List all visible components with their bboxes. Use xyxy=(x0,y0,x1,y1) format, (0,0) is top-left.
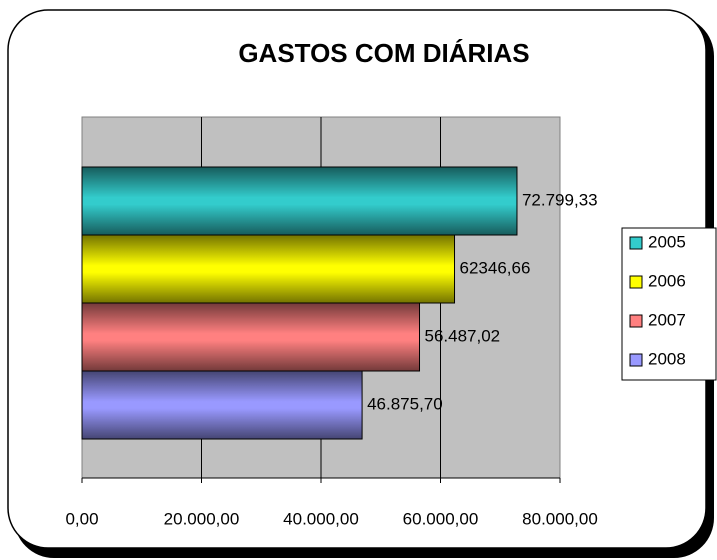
bar-shade xyxy=(82,371,363,439)
legend-label: 2006 xyxy=(648,271,686,290)
legend-label: 2008 xyxy=(648,349,686,368)
value-label: 62346,66 xyxy=(460,258,531,277)
legend-marker xyxy=(629,314,643,328)
value-label: 72.799,33 xyxy=(522,190,598,209)
bar-shade xyxy=(82,303,420,371)
value-label: 46.875,70 xyxy=(367,394,443,413)
value-label: 56.487,02 xyxy=(425,326,501,345)
bar-shade xyxy=(82,167,517,235)
legend-label: 2007 xyxy=(648,310,686,329)
chart-title: GASTOS COM DIÁRIAS xyxy=(238,38,529,68)
x-tick-label: 20.000,00 xyxy=(164,509,240,528)
x-tick-label: 60.000,00 xyxy=(403,509,479,528)
legend-marker xyxy=(629,275,643,289)
bar-shade xyxy=(82,235,455,303)
legend-marker xyxy=(629,353,643,367)
x-tick-label: 40.000,00 xyxy=(283,509,359,528)
legend-label: 2005 xyxy=(648,232,686,251)
x-tick-label: 0,00 xyxy=(65,509,98,528)
x-tick-label: 80.000,00 xyxy=(522,509,598,528)
legend-marker xyxy=(629,236,643,250)
